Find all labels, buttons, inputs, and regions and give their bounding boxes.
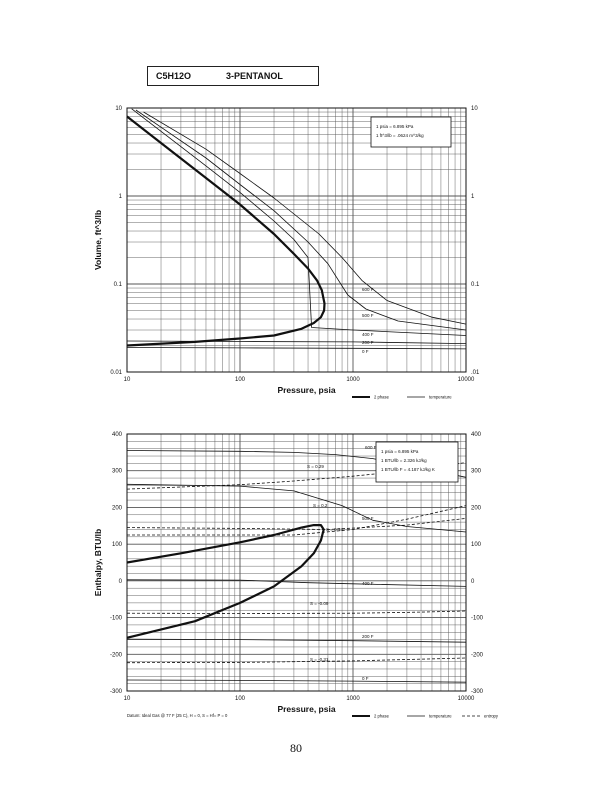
y-tick-label-right: 0.1 [471, 282, 480, 288]
y-tick-label-right: -100 [471, 616, 484, 622]
y-tick-label-right: 100 [471, 542, 482, 548]
y-tick-label-left: 0 [119, 579, 123, 585]
x-tick-label: 10 [124, 696, 131, 702]
series-line-400-f [131, 108, 467, 336]
compound-name: 3-PENTANOL [226, 71, 283, 81]
series-line-500-f [135, 109, 467, 331]
y-tick-label-left: 10 [115, 106, 122, 112]
y-tick-label-left: 400 [112, 432, 123, 438]
y-tick-label-right: 200 [471, 505, 482, 511]
curve-annotation: S = 0.2 [313, 503, 328, 508]
legend-label: temperature [429, 714, 452, 719]
y-tick-label-left: 300 [112, 469, 123, 475]
y-tick-label-left: -200 [110, 652, 123, 658]
curve-annotation: 200 F [362, 340, 374, 345]
y-axis-title: Enthalpy, BTU/lb [93, 529, 103, 596]
compound-formula: C5H12O [156, 71, 192, 81]
y-tick-label-right: -200 [471, 652, 484, 658]
y-tick-label-right: 400 [471, 432, 482, 438]
y-tick-label-left: -100 [110, 616, 123, 622]
conversion-note: 1 psia = 6.895 kPa [381, 449, 419, 454]
y-axis-title: Volume, ft^3/lb [93, 210, 103, 270]
legend-label: entropy [484, 714, 499, 719]
y-tick-label-right: -300 [471, 689, 484, 695]
conversion-box [375, 441, 459, 483]
curve-annotation: 500 F [362, 516, 374, 521]
conversion-note: 1 ft^3/lb = .0624 m^3/kg [376, 133, 424, 138]
curve-annotation: S = -0.31 [310, 657, 329, 662]
series-line-200-f [126, 638, 467, 643]
curve-annotation: 500 F [362, 313, 374, 318]
x-tick-label: 10 [124, 377, 131, 383]
x-tick-label: 10000 [458, 696, 475, 702]
y-tick-label-left: 200 [112, 505, 123, 511]
conversion-box [370, 116, 452, 148]
x-tick-label: 100 [235, 696, 246, 702]
curve-annotation: 0 F [362, 349, 369, 354]
series-line-600-f [143, 111, 467, 325]
curve-annotation: 600 F [362, 287, 374, 292]
x-tick-label: 1000 [346, 377, 360, 383]
x-tick-label: 100 [235, 377, 246, 383]
y-tick-label-left: -300 [110, 689, 123, 695]
series-line-2-phase [126, 115, 326, 347]
curve-annotation: S = 0.13 [326, 527, 343, 532]
x-axis-title: Pressure, psia [277, 704, 335, 714]
conversion-note: 1 psia = 6.895 kPa [376, 124, 414, 129]
y-tick-label-left: 1 [119, 194, 123, 200]
x-tick-label: 10000 [458, 377, 475, 383]
curve-annotation: 0 F [362, 676, 369, 681]
y-tick-label-right: 10 [471, 106, 478, 112]
page-number: 80 [290, 741, 302, 755]
y-tick-label-left: 100 [112, 542, 123, 548]
series-line-0-f [126, 347, 467, 350]
series-line-s-0-13 [126, 518, 467, 530]
x-axis-title: Pressure, psia [277, 385, 335, 395]
series-line-500-f [126, 483, 467, 533]
y-tick-label-left: 0.01 [110, 370, 122, 376]
curve-annotation: 600 F [365, 445, 377, 450]
series-line-200-f [126, 340, 467, 344]
legend-label: 2 phase [374, 395, 390, 400]
y-tick-label-left: 0.1 [114, 282, 123, 288]
conversion-note: 1 BTU/lb F = 4.187 kJ/kg K [381, 467, 435, 472]
chart-2: 10 100 1000 10000-300-200-1000100200300400-… [93, 432, 499, 719]
series-line-2-phase [126, 523, 325, 639]
y-tick-label-right: 300 [471, 469, 482, 475]
legend-label: 2 phase [374, 714, 390, 719]
series-line-s-0-2 [127, 505, 467, 536]
x-tick-label: 1000 [346, 696, 360, 702]
series-line-s-0-09 [126, 610, 467, 614]
curve-annotation: 200 F [362, 634, 374, 639]
curve-annotation: 400 F [362, 581, 374, 586]
series-line-s-0-31 [126, 657, 467, 664]
series-line-400-f [126, 579, 467, 587]
datum-note: Datum: Ideal Gas @ 77 F (25 C), H = 0, S… [127, 713, 228, 718]
curve-annotation: S = 0.29 [307, 464, 324, 469]
curve-annotation: S = -0.09 [310, 601, 329, 606]
plot-frame [126, 107, 467, 373]
chart-1: 10 100 1000 10000 0.01 0.1 1 10 .01 0.1 1 10 Pressur… [93, 106, 480, 400]
y-tick-label-right: 0 [471, 579, 475, 585]
chart-title-box: C5H12O 3-PENTANOL [147, 66, 319, 86]
legend-label: temperature [429, 395, 452, 400]
curve-annotation: 400 F [362, 332, 374, 337]
y-tick-label-right: 1 [471, 194, 475, 200]
y-tick-label-right: .01 [471, 370, 480, 376]
conversion-note: 1 BTU/lb = 2.326 kJ/kg [381, 458, 427, 463]
series-line-0-f [126, 679, 467, 683]
